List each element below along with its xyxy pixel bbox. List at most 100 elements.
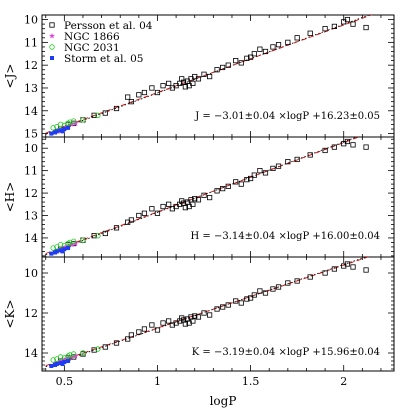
data-point xyxy=(257,46,263,52)
data-point xyxy=(331,23,338,30)
data-point xyxy=(49,251,54,256)
data-point xyxy=(201,310,207,316)
panel-2: 10 11 12 13 14 <H> H = −3.14±0.04 ×logP +16.00… xyxy=(3,136,395,258)
y-tick-label: 11 xyxy=(24,165,38,178)
data-point xyxy=(294,35,300,41)
y-axis-title: <J> xyxy=(3,64,17,89)
data-point xyxy=(251,292,257,298)
panel-frame xyxy=(41,256,395,372)
data-point xyxy=(251,172,257,178)
x-tick-label: 1.5 xyxy=(242,375,260,388)
data-point xyxy=(257,168,263,174)
data-point xyxy=(128,99,134,105)
data-point xyxy=(251,51,257,57)
data-point xyxy=(80,117,86,123)
plot-area xyxy=(45,15,373,136)
data-point xyxy=(201,192,207,198)
data-point xyxy=(220,304,226,310)
y-tick-label: 10 xyxy=(24,267,38,280)
fit-equation: J = −3.01±0.04 ×logP +16.23±0.05 xyxy=(194,111,380,122)
data-point xyxy=(214,188,220,194)
y-tick-label: 14 xyxy=(24,347,38,360)
y-tick-label: 14 xyxy=(24,105,38,118)
y-tick-label: 14 xyxy=(24,232,38,245)
data-point xyxy=(322,270,328,276)
data-point xyxy=(57,358,64,364)
data-point xyxy=(62,127,67,132)
data-point xyxy=(294,278,300,284)
data-point xyxy=(322,147,328,154)
data-point xyxy=(91,347,97,353)
data-point xyxy=(95,112,101,119)
data-point xyxy=(136,212,142,219)
data-point xyxy=(67,239,73,246)
x-tick-label: 1 xyxy=(154,375,161,388)
data-point xyxy=(233,179,239,185)
data-point xyxy=(331,144,338,150)
data-point xyxy=(49,364,54,368)
data-point xyxy=(244,55,250,61)
x-tick-label: 0.5 xyxy=(56,375,74,388)
data-point xyxy=(192,313,198,319)
data-point xyxy=(262,48,269,55)
data-point xyxy=(66,125,71,130)
data-point xyxy=(65,355,71,361)
data-point xyxy=(244,177,250,183)
data-point xyxy=(136,92,142,98)
data-point xyxy=(141,89,148,96)
y-tick-label: 12 xyxy=(24,187,38,200)
fit-line-dashed xyxy=(45,257,370,367)
data-point xyxy=(80,237,86,243)
data-point xyxy=(190,201,196,207)
data-point xyxy=(160,83,166,89)
data-point xyxy=(68,241,75,248)
data-point xyxy=(62,247,67,252)
data-point xyxy=(57,241,64,248)
data-point xyxy=(344,16,351,23)
data-point xyxy=(60,249,65,254)
data-point xyxy=(350,21,356,27)
data-point xyxy=(102,230,108,237)
data-point xyxy=(285,39,291,45)
data-point xyxy=(154,89,161,96)
data-point xyxy=(182,205,189,211)
data-point xyxy=(128,332,134,338)
data-point xyxy=(225,183,231,189)
data-point xyxy=(285,280,291,286)
data-point xyxy=(344,138,351,145)
data-point xyxy=(247,54,254,60)
panel-1: 10 11 12 13 14 15 <J> J = −3.01±0.04 ×logP +16.… xyxy=(3,14,395,141)
data-point xyxy=(195,197,202,203)
data-point xyxy=(54,249,59,254)
data-point xyxy=(54,129,59,134)
data-point xyxy=(207,194,213,201)
legend-marker xyxy=(49,33,55,39)
data-point xyxy=(244,296,250,302)
data-point xyxy=(72,240,79,246)
data-point xyxy=(149,322,155,328)
data-point xyxy=(62,360,67,364)
data-point xyxy=(91,112,97,118)
data-point xyxy=(113,225,120,231)
data-point xyxy=(95,346,101,352)
legend-label: Persson et al. 04 xyxy=(64,20,153,32)
data-point xyxy=(160,203,166,210)
y-tick-label: 10 xyxy=(24,142,38,155)
data-point xyxy=(149,206,155,212)
y-tick-label: 11 xyxy=(24,36,38,49)
data-point xyxy=(190,318,196,324)
data-point xyxy=(182,84,189,90)
data-point xyxy=(50,245,56,251)
data-point xyxy=(275,284,282,290)
data-point xyxy=(270,286,276,292)
data-point xyxy=(128,217,134,223)
data-point xyxy=(67,352,73,358)
y-tick-label: 10 xyxy=(24,14,38,27)
data-point xyxy=(262,290,269,296)
data-point xyxy=(220,185,226,192)
data-point xyxy=(60,129,65,134)
data-point xyxy=(141,210,148,216)
y-tick-label: 12 xyxy=(24,307,38,320)
fit-line-dashed xyxy=(45,137,361,254)
